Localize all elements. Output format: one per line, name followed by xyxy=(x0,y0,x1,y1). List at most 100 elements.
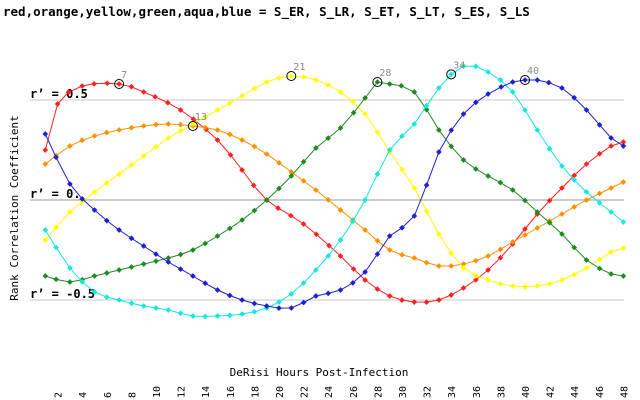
data-point-S_LS-28 xyxy=(386,233,393,239)
data-point-S_ER-4 xyxy=(91,80,97,87)
data-point-S_LT-40 xyxy=(534,209,541,215)
data-point-S_LR-31 xyxy=(423,259,430,266)
data-point-S_LR-26 xyxy=(362,227,368,233)
data-point-S_LT-8 xyxy=(140,261,147,267)
series-S_LT xyxy=(42,79,627,285)
data-point-S_ES-42 xyxy=(559,163,565,169)
data-point-S_LS-39 xyxy=(522,77,528,83)
data-point-S_LT-44 xyxy=(583,257,590,263)
data-point-S_ER-44 xyxy=(583,161,590,167)
data-point-S_ET-38 xyxy=(509,283,516,289)
data-point-S_LS-30 xyxy=(411,213,418,219)
data-point-S_LT-16 xyxy=(239,217,245,223)
data-point-S_LT-18 xyxy=(263,197,270,203)
data-point-S_LR-35 xyxy=(473,257,479,264)
data-point-S_LT-28 xyxy=(386,81,393,87)
data-point-S_ET-39 xyxy=(522,283,528,290)
data-point-S_LT-11 xyxy=(177,251,184,258)
data-point-S_LR-38 xyxy=(509,239,516,245)
data-point-S_LR-21 xyxy=(300,178,307,184)
data-point-S_ER-37 xyxy=(497,254,504,261)
data-point-S_LR-45 xyxy=(596,190,603,197)
data-point-S_LT-2 xyxy=(67,279,73,285)
reference-line-label-1: r’ = 0. xyxy=(30,187,81,201)
data-point-S_LT-4 xyxy=(91,273,98,279)
data-point-S_ER-26 xyxy=(362,277,368,283)
data-point-S_ET-45 xyxy=(596,256,603,263)
series-line-S_LT xyxy=(45,81,624,283)
data-point-S_LS-4 xyxy=(91,207,98,213)
data-point-S_ET-6 xyxy=(116,171,122,177)
x-tick-label-40: 40 xyxy=(521,386,532,398)
x-tick-label-32: 32 xyxy=(423,386,434,398)
data-point-S_LS-23 xyxy=(325,290,332,297)
data-point-S_LR-22 xyxy=(313,187,319,193)
data-point-S_LT-5 xyxy=(103,270,110,276)
data-point-S_LR-23 xyxy=(325,197,332,203)
data-point-S_LS-47 xyxy=(620,143,627,149)
data-point-S_LR-11 xyxy=(177,121,184,128)
data-point-S_LR-28 xyxy=(386,247,393,253)
data-point-S_LS-0 xyxy=(42,131,49,137)
data-point-S_ES-0 xyxy=(42,227,49,233)
data-point-S_LS-8 xyxy=(140,243,147,249)
data-point-S_LS-9 xyxy=(153,251,159,257)
data-point-S_LS-6 xyxy=(116,227,122,233)
data-point-S_ET-27 xyxy=(374,129,381,135)
data-point-S_LR-15 xyxy=(226,131,233,138)
data-point-S_ES-26 xyxy=(362,197,368,203)
x-tick-label-38: 38 xyxy=(496,386,507,398)
data-point-S_LT-17 xyxy=(251,207,258,214)
x-axis-label: DeRisi Hours Post-Infection xyxy=(230,366,409,379)
data-point-S_ES-16 xyxy=(239,311,245,317)
data-point-S_LS-46 xyxy=(608,135,614,141)
data-point-S_ER-47 xyxy=(620,139,627,145)
data-point-S_ER-43 xyxy=(571,172,578,179)
data-point-S_ER-5 xyxy=(104,80,111,87)
data-point-S_LS-1 xyxy=(53,154,59,161)
series-line-S_ES xyxy=(44,65,624,318)
data-point-S_ER-32 xyxy=(436,297,442,303)
data-point-S_LT-19 xyxy=(276,185,282,192)
x-tick-label-12: 12 xyxy=(177,386,188,398)
data-point-S_LS-32 xyxy=(436,149,442,155)
data-point-S_ES-13 xyxy=(202,313,209,320)
data-point-S_ER-15 xyxy=(227,152,234,158)
data-point-S_ET-9 xyxy=(153,143,159,150)
x-tick-label-6: 6 xyxy=(103,392,114,398)
data-point-S_ES-32 xyxy=(436,85,442,91)
peak-marker-S_ES xyxy=(446,69,457,80)
data-point-S_ES-29 xyxy=(399,133,405,139)
data-point-S_ES-6 xyxy=(116,297,122,303)
data-point-S_ES-30 xyxy=(411,121,418,127)
data-point-S_ER-39 xyxy=(522,226,528,232)
data-point-S_ET-32 xyxy=(436,231,442,237)
data-point-S_ET-33 xyxy=(448,250,455,256)
data-point-S_LT-15 xyxy=(226,225,233,232)
x-tick-label-14: 14 xyxy=(201,386,212,398)
data-point-S_ER-8 xyxy=(140,89,147,95)
data-point-S_ER-16 xyxy=(239,167,245,173)
peak-label-S_LR: 13 xyxy=(195,112,207,123)
series-S_ES xyxy=(42,63,627,320)
data-point-S_ET-19 xyxy=(276,75,282,81)
data-point-S_LR-33 xyxy=(448,263,455,269)
data-point-S_ET-23 xyxy=(325,82,332,88)
data-point-S_LR-2 xyxy=(67,143,73,149)
data-point-S_LT-47 xyxy=(620,273,627,279)
data-point-S_LR-36 xyxy=(485,253,491,259)
data-point-S_LS-18 xyxy=(263,303,270,309)
data-point-S_ET-46 xyxy=(608,249,614,255)
data-point-S_ER-30 xyxy=(411,299,418,305)
data-point-S_LT-25 xyxy=(350,109,357,116)
data-point-S_ER-33 xyxy=(448,292,455,298)
data-point-S_ET-13 xyxy=(202,114,209,120)
x-tick-label-20: 20 xyxy=(275,386,286,398)
reference-line-label-0: r’ = 0.5 xyxy=(30,87,88,101)
x-tick-label-24: 24 xyxy=(324,386,335,398)
data-point-S_ES-2 xyxy=(67,265,73,271)
data-point-S_LR-3 xyxy=(79,137,86,144)
data-point-S_ES-3 xyxy=(79,279,86,285)
peak-marker-S_ET xyxy=(286,71,297,81)
data-point-S_LS-10 xyxy=(165,259,172,265)
